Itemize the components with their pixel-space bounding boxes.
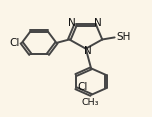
Text: CH₃: CH₃ — [82, 98, 99, 107]
Text: Cl: Cl — [10, 38, 20, 48]
Text: Cl: Cl — [78, 82, 88, 92]
Text: N: N — [84, 46, 92, 56]
Text: SH: SH — [117, 32, 131, 42]
Text: N: N — [94, 18, 102, 27]
Text: N: N — [68, 18, 76, 27]
